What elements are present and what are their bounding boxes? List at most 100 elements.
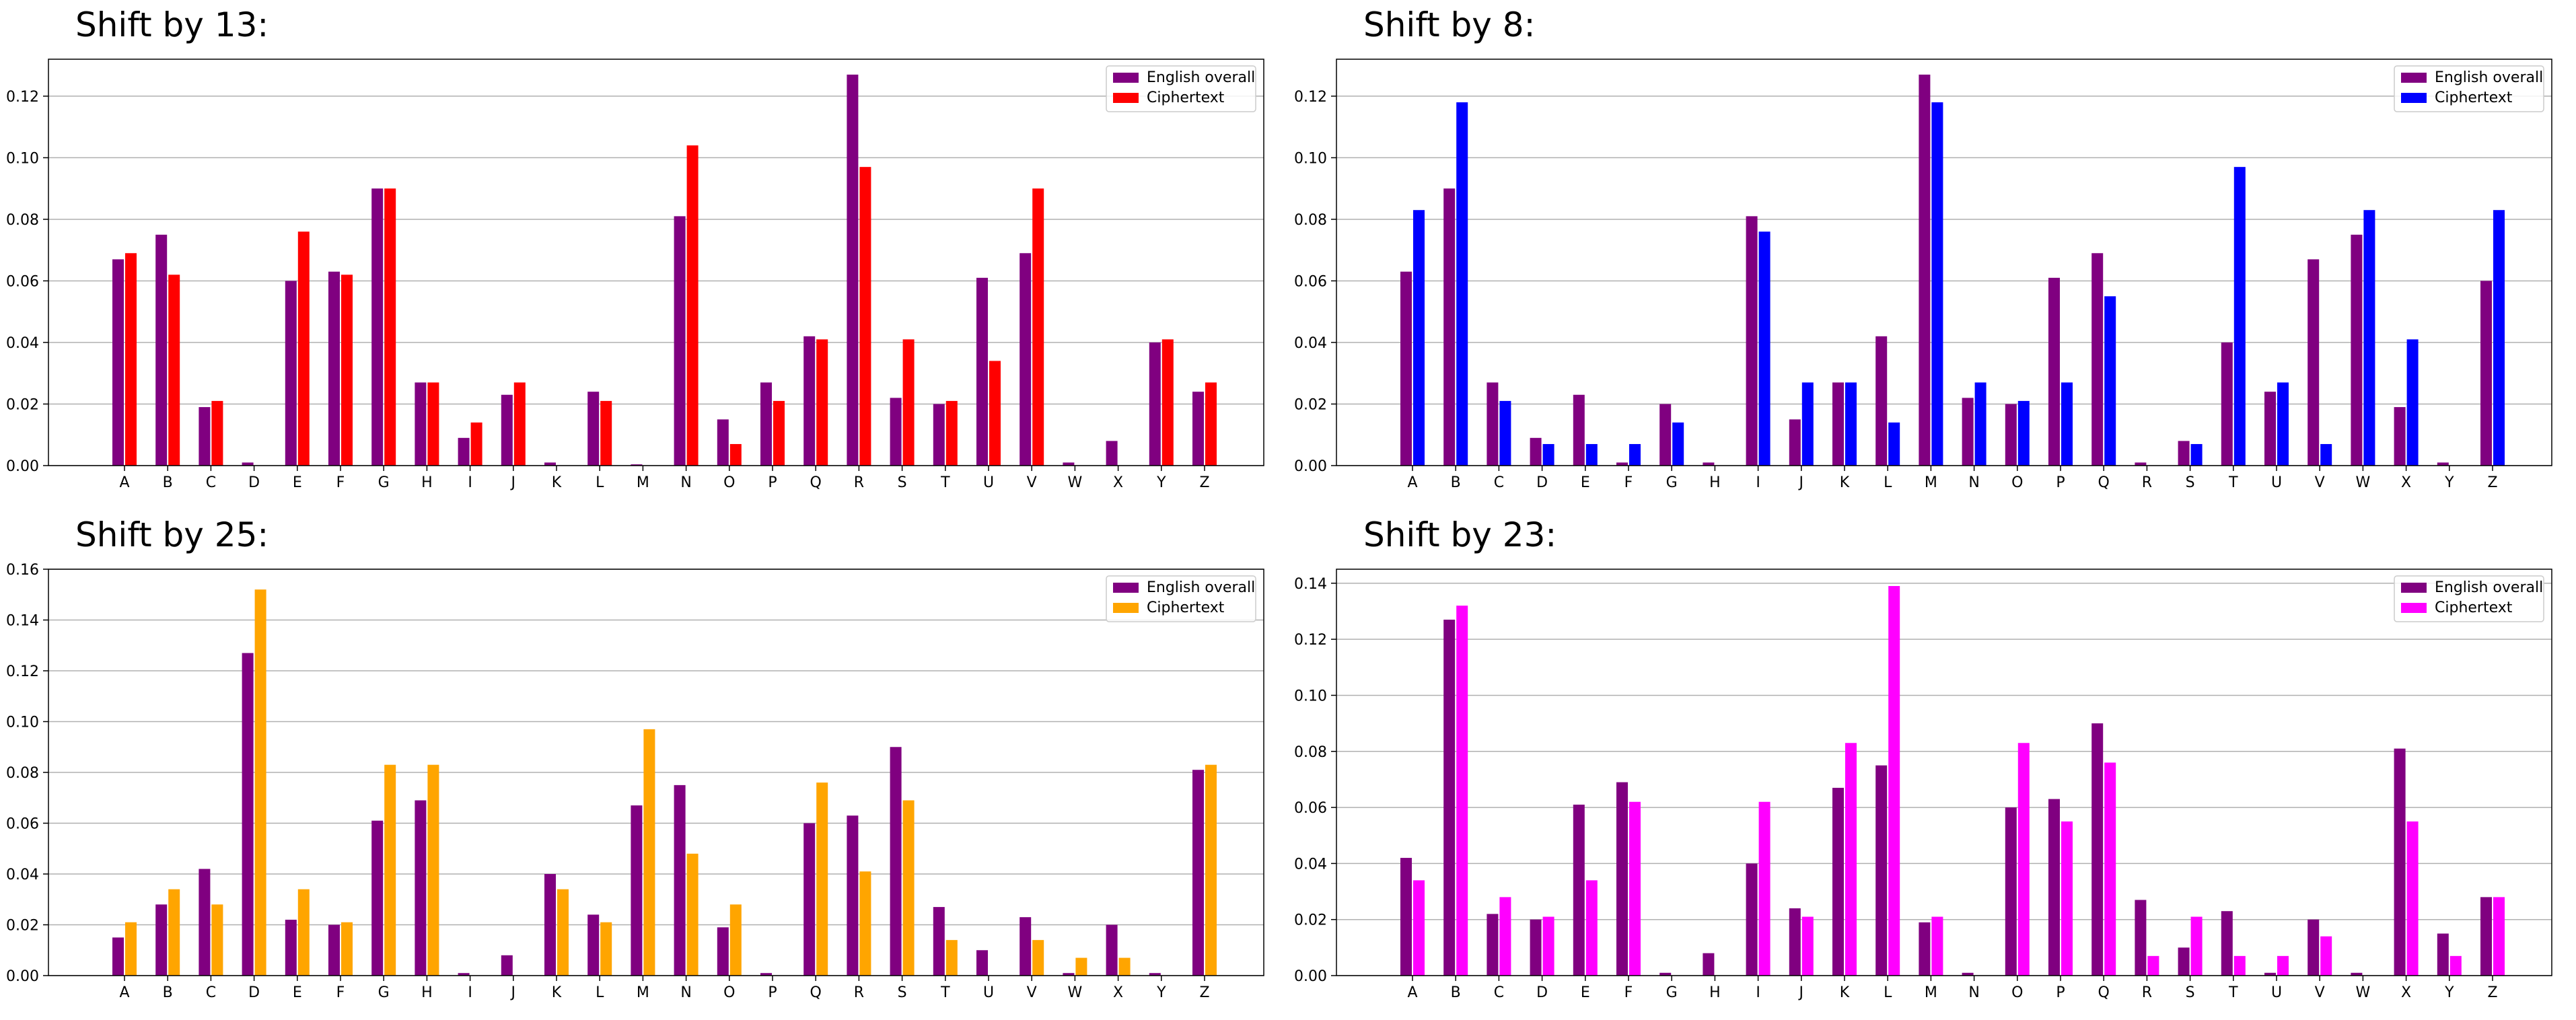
chart-panel-shift-13: Shift by 13: 0.00 0.02 0.04 0.06 0.08 0.10 0.1… xyxy=(0,0,1288,510)
bar-ciphertext-J xyxy=(1801,916,1814,976)
bar-ciphertext-K xyxy=(557,889,569,976)
legend-box xyxy=(1106,65,1256,112)
bar-ciphertext-J xyxy=(1801,382,1814,466)
bar-ciphertext-E xyxy=(1585,880,1598,976)
x-tick-label: W xyxy=(2356,474,2371,491)
x-tick-label: L xyxy=(596,984,604,1001)
x-tick-label: P xyxy=(2056,474,2065,491)
chart-title: Shift by 8: xyxy=(1363,5,1536,44)
bar-ciphertext-W xyxy=(1075,957,1087,976)
legend-box xyxy=(2394,575,2544,622)
y-tick-label: 0.10 xyxy=(6,715,39,731)
bar-ciphertext-Z xyxy=(1205,764,1217,976)
x-tick-label: O xyxy=(723,984,735,1001)
bar-english-P xyxy=(760,382,772,466)
bar-ciphertext-K xyxy=(1845,382,1857,466)
legend-entry: English overall xyxy=(2435,69,2543,86)
bar-english-V xyxy=(2307,919,2320,976)
bar-ciphertext-O xyxy=(729,443,742,466)
bar-english-K xyxy=(544,874,556,976)
bar-ciphertext-A xyxy=(1413,210,1425,466)
y-tick-label: 0.12 xyxy=(1294,632,1327,649)
bar-english-B xyxy=(1443,188,1456,466)
x-tick-label: W xyxy=(1068,984,1083,1001)
bar-ciphertext-F xyxy=(1629,801,1641,976)
bar-ciphertext-A xyxy=(1413,880,1425,976)
bar-ciphertext-C xyxy=(211,400,223,466)
bar-english-Q xyxy=(803,336,816,466)
bar-english-K xyxy=(1832,787,1844,976)
bar-ciphertext-N xyxy=(686,145,699,466)
bar-ciphertext-H xyxy=(427,764,439,976)
bar-english-R xyxy=(2135,462,2147,466)
bar-ciphertext-O xyxy=(2017,743,2030,976)
chart-panel-shift-23: Shift by 23: 0.00 0.02 0.04 0.06 0.08 0.10 0.1… xyxy=(1288,510,2576,1020)
x-tick-label: N xyxy=(680,474,691,491)
bar-ciphertext-V xyxy=(1032,940,1044,976)
bar-english-W xyxy=(1063,973,1075,976)
bar-ciphertext-C xyxy=(1499,400,1511,466)
x-tick-label: L xyxy=(1884,984,1892,1001)
bar-ciphertext-Q xyxy=(816,339,828,466)
bar-chart: 0.00 0.02 0.04 0.06 0.08 0.10 0.12 A B C D E F G H I J K L… xyxy=(6,59,1264,491)
bar-ciphertext-A xyxy=(125,922,137,976)
x-tick-label: I xyxy=(468,984,472,1001)
bar-ciphertext-B xyxy=(168,889,180,976)
x-tick-label: G xyxy=(378,474,390,491)
y-tick-label: 0.06 xyxy=(1294,800,1327,817)
x-tick-label: Z xyxy=(1199,474,1209,491)
x-tick-label: V xyxy=(2315,984,2325,1001)
x-tick-label: A xyxy=(1407,474,1417,491)
y-tick-label: 0.10 xyxy=(6,150,39,167)
x-tick-label: S xyxy=(2186,474,2195,491)
x-tick-label: D xyxy=(248,474,260,491)
bar-english-U xyxy=(2264,972,2276,976)
bar-english-A xyxy=(112,259,124,466)
bar-english-Q xyxy=(2091,723,2104,976)
bar-ciphertext-T xyxy=(2233,167,2246,466)
y-tick-label: 0.08 xyxy=(1294,212,1327,229)
bar-english-J xyxy=(1789,419,1801,466)
bar-ciphertext-R xyxy=(859,167,871,466)
bar-english-A xyxy=(1400,858,1412,976)
bar-english-J xyxy=(501,394,513,466)
bar-english-Y xyxy=(2437,933,2449,976)
x-tick-label: A xyxy=(1407,984,1417,1001)
bar-ciphertext-L xyxy=(1888,585,1900,976)
x-tick-label: D xyxy=(1536,984,1548,1001)
bar-english-S xyxy=(890,747,902,976)
legend-entry: English overall xyxy=(1147,69,1255,86)
x-tick-label: C xyxy=(206,474,216,491)
legend-entry: Ciphertext xyxy=(2435,599,2513,616)
bar-english-O xyxy=(2005,807,2017,976)
y-tick-label: 0.02 xyxy=(1294,912,1327,929)
x-tick-label: K xyxy=(1840,984,1850,1001)
y-tick-label: 0.06 xyxy=(1294,273,1327,290)
bar-english-D xyxy=(242,462,254,466)
x-tick-label: K xyxy=(552,984,562,1001)
y-tick-label: 0.14 xyxy=(1294,576,1327,593)
legend-swatch xyxy=(1113,583,1139,593)
bar-english-W xyxy=(2351,972,2363,976)
y-tick-label: 0.00 xyxy=(1294,968,1327,985)
bar-english-L xyxy=(1875,336,1888,466)
x-tick-label: F xyxy=(336,474,345,491)
bar-ciphertext-L xyxy=(600,400,612,466)
legend-swatch xyxy=(2401,583,2427,593)
y-tick-label: 0.04 xyxy=(1294,335,1327,352)
bar-english-O xyxy=(717,927,729,976)
x-tick-label: M xyxy=(1925,984,1937,1001)
bar-chart: 0.00 0.02 0.04 0.06 0.08 0.10 0.12 0.14 A B C D E F G H… xyxy=(1294,569,2552,1001)
bar-english-R xyxy=(847,815,859,976)
plot-frame xyxy=(48,59,1264,466)
legend-entry: English overall xyxy=(1147,579,1255,596)
x-tick-label: X xyxy=(2401,984,2411,1001)
bar-english-A xyxy=(1400,271,1412,466)
plot-frame xyxy=(1336,59,2552,466)
x-tick-label: B xyxy=(1451,984,1461,1001)
bar-english-I xyxy=(1746,216,1758,466)
bar-english-U xyxy=(2264,392,2276,466)
bar-english-O xyxy=(2005,404,2017,466)
y-tick-label: 0.00 xyxy=(1294,458,1327,475)
x-tick-label: P xyxy=(768,474,777,491)
